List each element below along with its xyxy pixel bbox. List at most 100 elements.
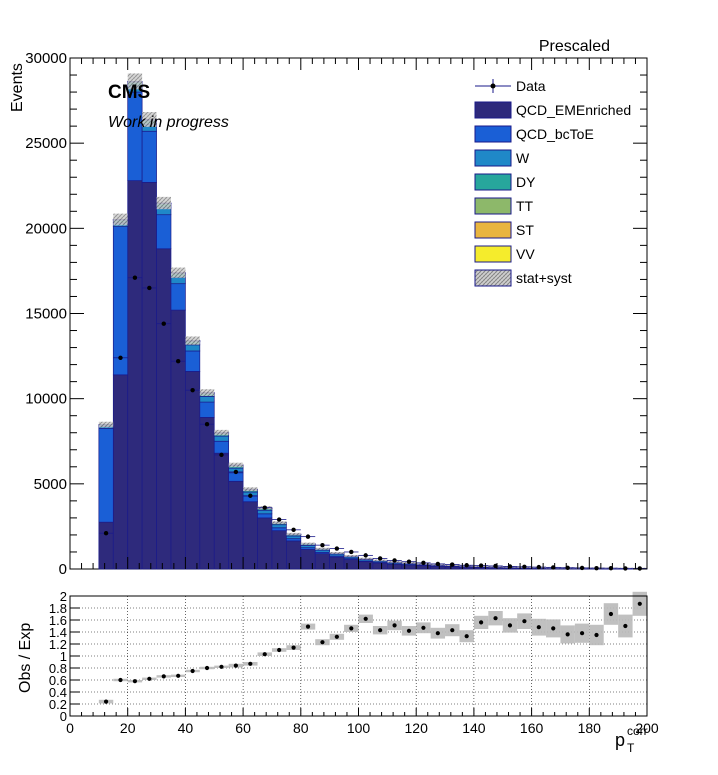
ratio-point bbox=[378, 628, 383, 633]
legend-label: stat+syst bbox=[516, 270, 572, 286]
ratio-y-tick-label: 0.4 bbox=[49, 685, 67, 700]
bar-w bbox=[300, 544, 316, 549]
data-point bbox=[175, 358, 181, 364]
stat-syst-band bbox=[185, 336, 200, 345]
data-point bbox=[421, 560, 426, 566]
bar-qcd-emenriched bbox=[300, 549, 316, 570]
stat-syst-band bbox=[243, 487, 258, 492]
data-point bbox=[522, 564, 527, 569]
data-point bbox=[161, 321, 166, 326]
stat-syst-band bbox=[315, 547, 330, 550]
ratio-point bbox=[522, 619, 527, 624]
data-point bbox=[334, 546, 340, 551]
bar-qcd-emenriched bbox=[112, 374, 129, 570]
stat-syst-band bbox=[344, 554, 359, 557]
ratio-point bbox=[565, 632, 570, 637]
data-point bbox=[262, 505, 267, 510]
ratio-point bbox=[277, 647, 282, 653]
ratio-point bbox=[118, 677, 123, 683]
ratio-point bbox=[406, 628, 412, 633]
ratio-y-tick-label: 0.2 bbox=[49, 697, 67, 712]
ratio-y-tick-label: 1.2 bbox=[49, 637, 67, 652]
ratio-y-tick-label: 2 bbox=[60, 589, 67, 604]
y-tick-label: 0 bbox=[59, 561, 67, 578]
legend-label: DY bbox=[516, 174, 536, 190]
bar-w bbox=[185, 344, 201, 352]
bar-qcd-bctoe bbox=[199, 401, 215, 418]
data-point bbox=[320, 542, 325, 548]
x-tick-label: 80 bbox=[293, 720, 309, 736]
bar-qcd-emenriched bbox=[242, 501, 258, 570]
legend-swatch-tt bbox=[474, 197, 512, 215]
main-axes: 0 5000 10000 15000 20000 25000 30000 bbox=[25, 50, 648, 578]
legend-label: W bbox=[516, 150, 530, 166]
bar-qcd-bctoe bbox=[156, 214, 172, 250]
ratio-point bbox=[536, 625, 541, 630]
ratio-axes: 00.20.40.60.811.21.41.61.820 20 40 60 80 100 1… bbox=[49, 589, 659, 736]
legend-swatch-stat-syst bbox=[474, 269, 512, 287]
data-point bbox=[406, 559, 412, 564]
ratio-point bbox=[219, 664, 224, 669]
ratio-y-axis-label: Obs / Exp bbox=[17, 623, 34, 693]
data-point bbox=[637, 566, 642, 571]
ratio-point bbox=[493, 616, 498, 621]
ratio-point bbox=[594, 632, 599, 638]
stat-syst-band bbox=[156, 196, 171, 210]
stat-syst-band bbox=[214, 429, 229, 436]
bar-qcd-emenriched bbox=[213, 452, 230, 570]
bar-qcd-emenriched bbox=[127, 180, 143, 570]
bar-qcd-emenriched bbox=[228, 480, 244, 570]
bar-qcd-bctoe bbox=[112, 226, 129, 376]
bar-qcd-emenriched bbox=[185, 371, 201, 570]
bar-qcd-emenriched bbox=[343, 559, 359, 570]
bar-qcd-emenriched bbox=[415, 565, 431, 570]
bar-qcd-emenriched bbox=[358, 561, 374, 570]
data-point bbox=[291, 527, 296, 533]
data-point bbox=[132, 275, 138, 280]
bar-qcd-bctoe bbox=[185, 350, 201, 372]
y-tick-label: 15000 bbox=[25, 306, 67, 323]
data-point bbox=[305, 534, 311, 539]
bar-qcd-emenriched bbox=[98, 521, 114, 570]
data-point bbox=[276, 517, 282, 522]
bar-qcd-emenriched bbox=[372, 562, 388, 570]
bar-w bbox=[271, 524, 287, 529]
stat-syst-band bbox=[170, 267, 186, 278]
ratio-points bbox=[103, 601, 642, 704]
ratio-point bbox=[637, 601, 642, 606]
ratio-point bbox=[262, 652, 267, 657]
bar-w bbox=[213, 435, 230, 442]
x-tick-label: 140 bbox=[462, 720, 486, 736]
ratio-point bbox=[551, 626, 556, 631]
legend-label: QCD_bcToE bbox=[516, 126, 594, 142]
ratio-point bbox=[507, 623, 513, 628]
ratio-point bbox=[464, 634, 469, 639]
ratio-point bbox=[103, 699, 109, 704]
bar-qcd-bctoe bbox=[127, 91, 143, 181]
legend-label: Data bbox=[516, 78, 546, 94]
ratio-y-tick-label: 0 bbox=[60, 709, 67, 724]
ratio-y-tick-label: 1.8 bbox=[49, 601, 67, 616]
ratio-point bbox=[435, 631, 440, 636]
ratio-point bbox=[349, 626, 354, 631]
bar-qcd-bctoe bbox=[257, 513, 273, 519]
legend-label: TT bbox=[516, 198, 534, 214]
bar-qcd-emenriched bbox=[156, 248, 172, 570]
ratio-point bbox=[479, 620, 484, 625]
legend-label: QCD_EMEnriched bbox=[516, 102, 631, 118]
x-axis-label-main: p bbox=[615, 730, 625, 750]
stat-syst-band bbox=[329, 551, 345, 554]
y-tick-label: 10000 bbox=[25, 391, 67, 408]
data-point bbox=[233, 469, 239, 475]
y-tick-label: 25000 bbox=[25, 135, 67, 152]
x-tick-label: 120 bbox=[405, 720, 429, 736]
bar-qcd-bctoe bbox=[170, 283, 186, 311]
stat-syst-band bbox=[199, 389, 215, 396]
stat-syst-band bbox=[127, 73, 143, 90]
bar-qcd-emenriched bbox=[387, 563, 403, 570]
bar-qcd-emenriched bbox=[170, 309, 186, 570]
header-label: Prescaled bbox=[539, 38, 610, 55]
legend-data-marker bbox=[490, 83, 496, 89]
ratio-y-tick-label: 1 bbox=[60, 649, 67, 664]
